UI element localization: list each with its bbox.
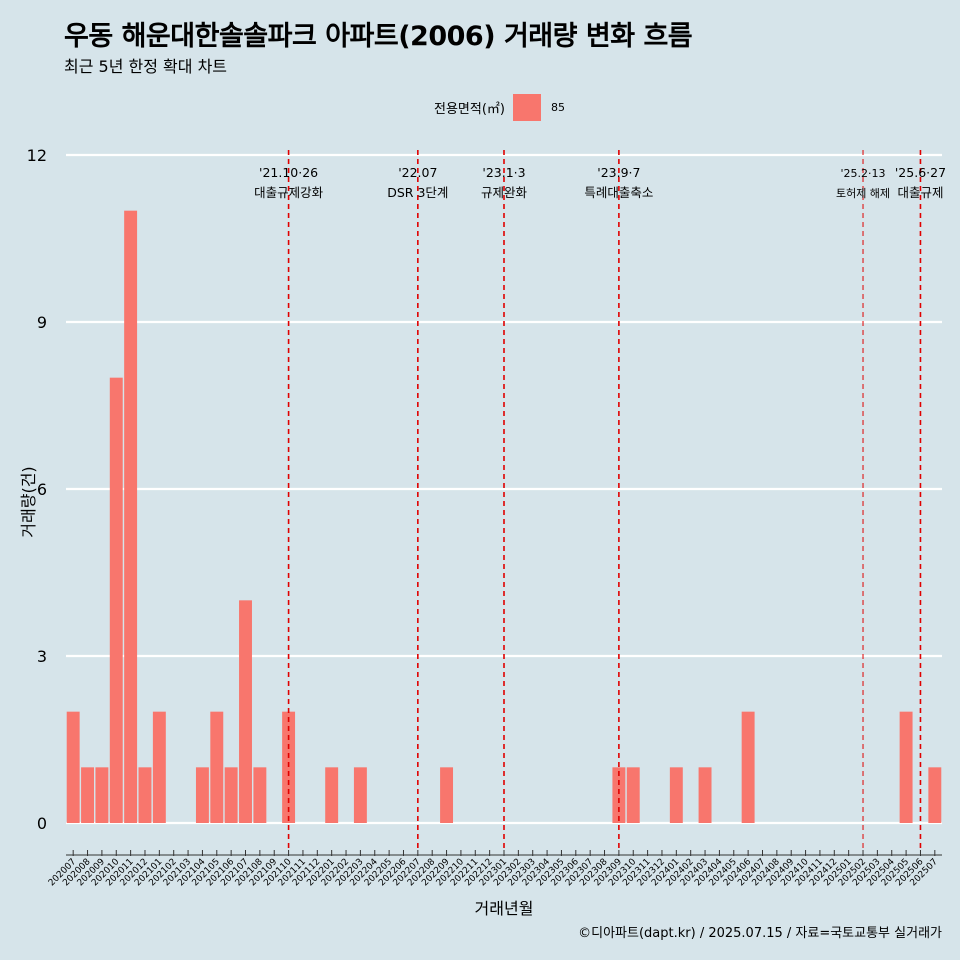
y-tick-label: 3	[37, 647, 47, 666]
y-tick-label: 6	[37, 480, 47, 499]
bar	[224, 767, 238, 823]
bar	[899, 711, 913, 823]
caption: ©디아파트(dapt.kr) / 2025.07.15 / 자료=국토교통부 실…	[578, 926, 942, 941]
x-axis-title: 거래년월	[475, 899, 534, 918]
bar	[282, 711, 296, 823]
bar	[253, 767, 267, 823]
event-name-label: 대출규제	[897, 185, 943, 200]
y-tick-label: 0	[37, 814, 47, 833]
y-tick-label: 9	[37, 313, 47, 332]
bar	[124, 210, 138, 823]
bar	[66, 711, 80, 823]
bar	[669, 767, 683, 823]
bar	[698, 767, 712, 823]
event-name-label: DSR 3단계	[387, 185, 448, 200]
bar	[325, 767, 339, 823]
bar	[109, 377, 123, 823]
bar	[440, 767, 454, 823]
event-name-label: 토허제 해제	[836, 186, 890, 200]
bar	[152, 711, 166, 823]
bar	[195, 767, 209, 823]
bar	[239, 600, 252, 823]
event-date-label: '25.2·13	[841, 167, 886, 180]
event-name-label: 규제완화	[481, 185, 528, 200]
event-date-label: '25.6·27	[895, 165, 946, 180]
chart-subtitle: 최근 5년 한정 확대 차트	[64, 57, 228, 76]
legend-swatch	[512, 93, 541, 121]
chart-title: 우동 해운대한솔솔파크 아파트(2006) 거래량 변화 흐름	[64, 21, 693, 52]
legend-title: 전용면적(㎡)	[434, 101, 505, 117]
bar	[81, 767, 95, 823]
bar	[95, 767, 109, 823]
bar	[612, 767, 626, 823]
event-date-label: '22.07	[398, 165, 437, 180]
y-axis-title: 거래량(건)	[19, 466, 38, 537]
event-date-label: '23.1·3	[482, 165, 525, 180]
legend-label: 85	[550, 100, 565, 114]
bar	[210, 711, 224, 823]
legend: 전용면적(㎡) 85	[434, 93, 565, 121]
bar	[138, 767, 152, 823]
y-tick-label: 12	[27, 146, 47, 165]
event-date-label: '23.9·7	[597, 165, 640, 180]
event-name-label: 대출규제강화	[254, 185, 324, 200]
bar	[626, 767, 640, 823]
bar	[353, 767, 367, 823]
bar	[928, 767, 942, 823]
event-date-label: '21.10·26	[259, 165, 318, 180]
event-name-label: 특례대출축소	[584, 185, 653, 200]
bar	[741, 711, 755, 823]
